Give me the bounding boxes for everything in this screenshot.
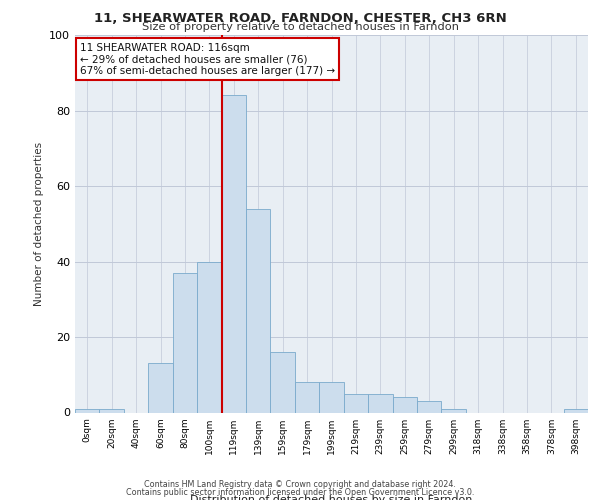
Y-axis label: Number of detached properties: Number of detached properties — [34, 142, 44, 306]
Bar — [563, 408, 588, 412]
Text: 11, SHEARWATER ROAD, FARNDON, CHESTER, CH3 6RN: 11, SHEARWATER ROAD, FARNDON, CHESTER, C… — [94, 12, 506, 26]
Bar — [368, 394, 392, 412]
Text: Size of property relative to detached houses in Farndon: Size of property relative to detached ho… — [142, 22, 458, 32]
Bar — [344, 394, 368, 412]
Bar — [197, 262, 221, 412]
Bar — [442, 408, 466, 412]
Bar — [75, 408, 100, 412]
Bar — [295, 382, 319, 412]
Bar — [417, 401, 442, 412]
Bar — [173, 273, 197, 412]
Bar — [148, 364, 173, 412]
Bar — [319, 382, 344, 412]
X-axis label: Distribution of detached houses by size in Farndon: Distribution of detached houses by size … — [190, 496, 473, 500]
Bar — [100, 408, 124, 412]
Bar — [392, 398, 417, 412]
Bar — [221, 96, 246, 412]
Bar — [246, 208, 271, 412]
Text: 11 SHEARWATER ROAD: 116sqm
← 29% of detached houses are smaller (76)
67% of semi: 11 SHEARWATER ROAD: 116sqm ← 29% of deta… — [80, 42, 335, 76]
Text: Contains HM Land Registry data © Crown copyright and database right 2024.: Contains HM Land Registry data © Crown c… — [144, 480, 456, 489]
Bar — [271, 352, 295, 412]
Text: Contains public sector information licensed under the Open Government Licence v3: Contains public sector information licen… — [126, 488, 474, 497]
